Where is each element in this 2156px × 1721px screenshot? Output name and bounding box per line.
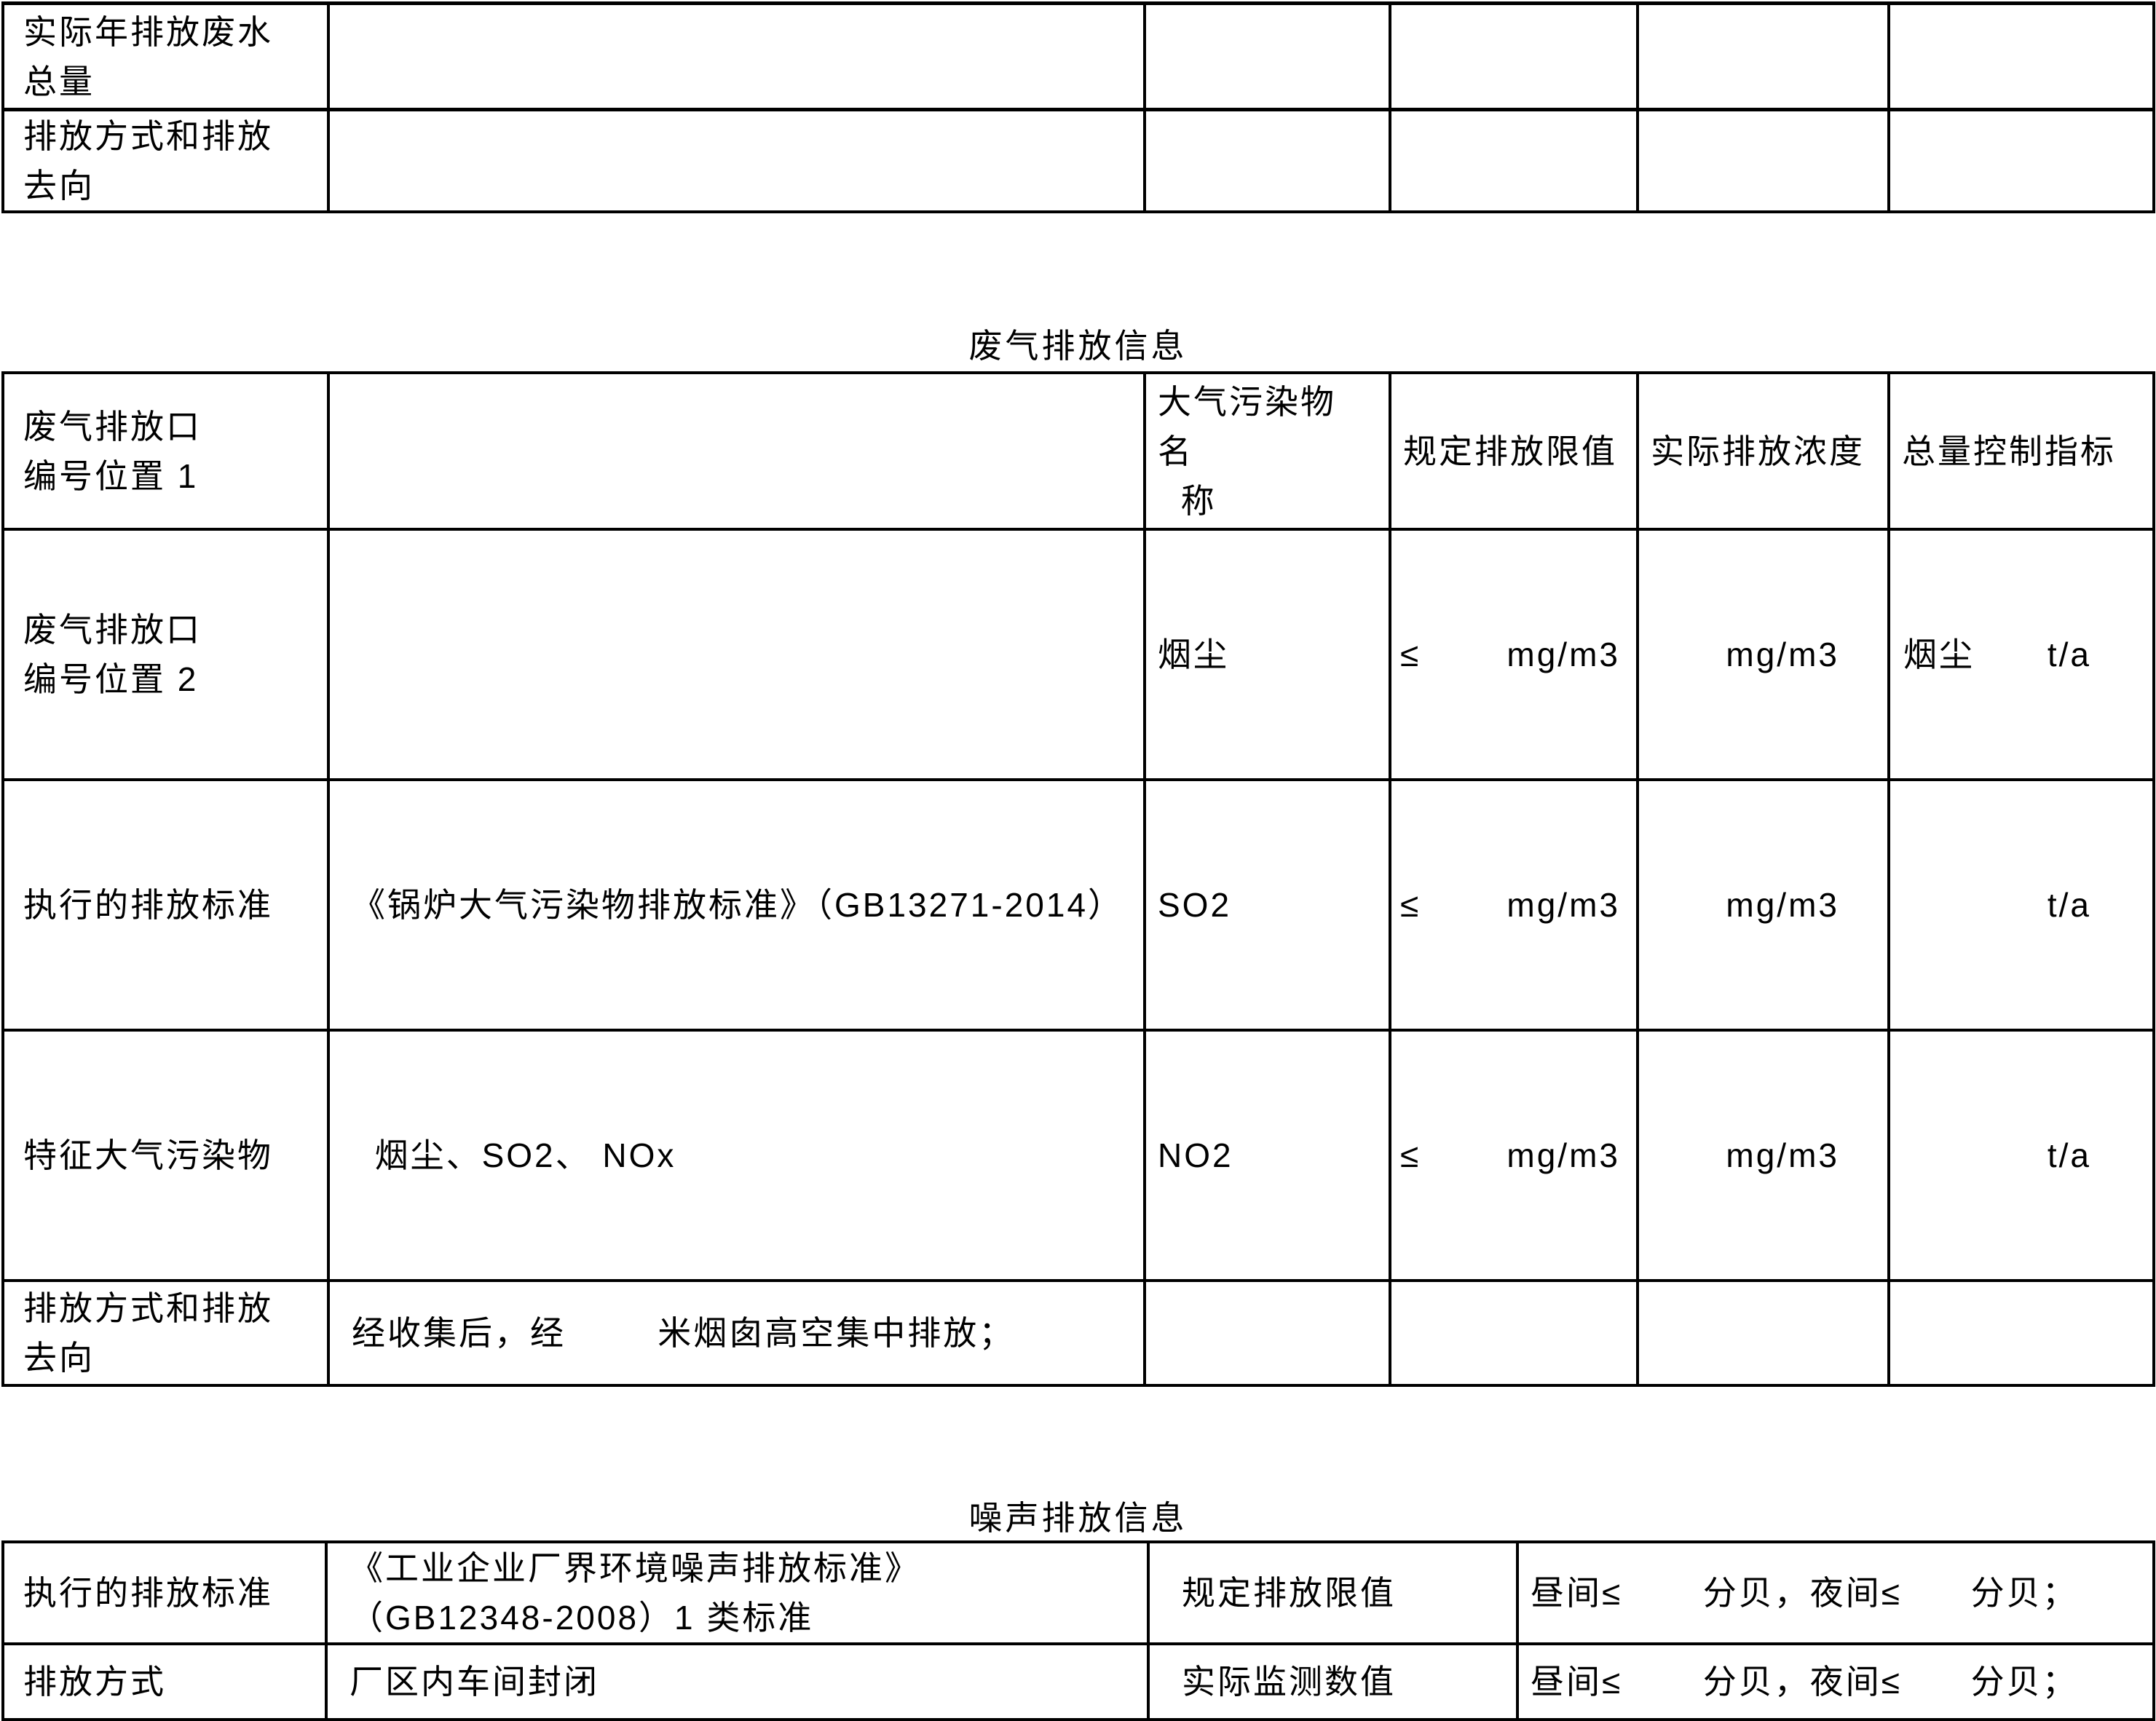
gas-section-title: 废气排放信息 xyxy=(968,327,1188,365)
actual-unit: mg/m3 xyxy=(1636,778,1890,1032)
standard-value: 《锅炉大气污染物排放标准》（GB13271-2014） xyxy=(327,778,1146,1032)
less-equal-sign: ≤ xyxy=(1400,1136,1421,1174)
noise-emission-table: 执行的排放标准 《工业企业厂界环境噪声排放标准》 （GB12348-2008）1… xyxy=(1,1540,2155,1721)
less-equal-sign: ≤ xyxy=(1400,886,1421,924)
row-label-annual-wastewater: 实际年排放废水 总量 xyxy=(1,1,330,111)
empty-cell xyxy=(1389,1,1639,111)
column-header-actual: 实际排放浓度 xyxy=(1636,371,1890,531)
noise-section-title: 噪声排放信息 xyxy=(968,1499,1188,1537)
total-control-cell: t/a xyxy=(1887,1029,2155,1282)
total-unit: t/a xyxy=(2047,636,2091,673)
total-unit: t/a xyxy=(2047,1136,2091,1174)
total-pollutant-name: 烟尘 xyxy=(1903,636,1975,673)
row-label-standard: 执行的排放标准 xyxy=(1,778,330,1032)
gas-emission-table: 废气排放口 编号位置 1 大气污染物 名 称 规定排放限值 实际排放浓度 总量控… xyxy=(1,371,2155,1387)
row-label-outlet-2: 废气排放口 编号位置 2 xyxy=(1,528,330,781)
limit-value-cell: ≤ mg/m3 xyxy=(1389,778,1639,1032)
feature-pollutants-value: 烟尘、SO2、 NOx xyxy=(327,1029,1146,1282)
total-control-cell: 烟尘 t/a xyxy=(1887,528,2155,781)
column-header-pollutant-name: 大气污染物 名 称 xyxy=(1143,371,1391,531)
table-row: 废气排放口 编号位置 1 大气污染物 名 称 规定排放限值 实际排放浓度 总量控… xyxy=(1,371,2155,531)
total-unit: t/a xyxy=(2047,886,2091,924)
less-equal-sign: ≤ xyxy=(1400,636,1421,673)
empty-cell xyxy=(1887,1,2155,111)
noise-mode-value: 厂区内车间封闭 xyxy=(325,1642,1150,1721)
empty-cell xyxy=(327,528,1146,781)
empty-cell xyxy=(327,108,1146,213)
row-label-discharge-method: 排放方式和排放 去向 xyxy=(1,108,330,213)
table-row: 废气排放口 编号位置 2 烟尘 ≤ mg/m3 mg/m3 烟尘 t/a xyxy=(1,528,2155,781)
empty-cell xyxy=(1143,1279,1391,1387)
column-header-total-control: 总量控制指标 xyxy=(1887,371,2155,531)
empty-cell xyxy=(1887,1279,2155,1387)
noise-standard-value: 《工业企业厂界环境噪声排放标准》 （GB12348-2008）1 类标准 xyxy=(325,1540,1150,1645)
limit-value-cell: ≤ mg/m3 xyxy=(1389,1029,1639,1282)
empty-cell xyxy=(1389,108,1639,213)
noise-monitored-value: 昼间≤ 分贝，夜间≤ 分贝； xyxy=(1516,1642,2155,1721)
total-control-cell: t/a xyxy=(1887,778,2155,1032)
row-label-discharge-mode: 排放方式 xyxy=(1,1642,328,1721)
empty-cell xyxy=(1636,1279,1890,1387)
limit-value-cell: ≤ mg/m3 xyxy=(1389,528,1639,781)
table-row: 特征大气污染物 烟尘、SO2、 NOx NO2 ≤ mg/m3 mg/m3 t/… xyxy=(1,1029,2155,1282)
pollutant-name: SO2 xyxy=(1143,778,1391,1032)
empty-cell xyxy=(327,371,1146,531)
empty-cell xyxy=(1636,108,1890,213)
discharge-method-value: 经收集后，经 米烟囱高空集中排放； xyxy=(327,1279,1146,1387)
wastewater-table: 实际年排放废水 总量 排放方式和排放 去向 xyxy=(1,1,2155,213)
row-label-outlet-1: 废气排放口 编号位置 1 xyxy=(1,371,330,531)
empty-cell xyxy=(1389,1279,1639,1387)
limit-unit: mg/m3 xyxy=(1507,1136,1620,1174)
row-label-monitored: 实际监测数值 xyxy=(1147,1642,1519,1721)
table-row: 实际年排放废水 总量 xyxy=(1,1,2155,111)
row-label-discharge-method: 排放方式和排放 去向 xyxy=(1,1279,330,1387)
empty-cell xyxy=(1636,1,1890,111)
row-label-standard: 执行的排放标准 xyxy=(1,1540,328,1645)
limit-unit: mg/m3 xyxy=(1507,886,1620,924)
table-row: 排放方式和排放 去向 xyxy=(1,108,2155,213)
empty-cell xyxy=(1143,1,1391,111)
empty-cell xyxy=(327,1,1146,111)
actual-unit: mg/m3 xyxy=(1636,1029,1890,1282)
row-label-feature-pollutants: 特征大气污染物 xyxy=(1,1029,330,1282)
table-row: 排放方式和排放 去向 经收集后，经 米烟囱高空集中排放； xyxy=(1,1279,2155,1387)
table-row: 执行的排放标准 《锅炉大气污染物排放标准》（GB13271-2014） SO2 … xyxy=(1,778,2155,1032)
row-label-limit: 规定排放限值 xyxy=(1147,1540,1519,1645)
pollutant-name: NO2 xyxy=(1143,1029,1391,1282)
table-row: 执行的排放标准 《工业企业厂界环境噪声排放标准》 （GB12348-2008）1… xyxy=(1,1540,2155,1645)
empty-cell xyxy=(1887,108,2155,213)
column-header-limit: 规定排放限值 xyxy=(1389,371,1639,531)
actual-unit: mg/m3 xyxy=(1636,528,1890,781)
noise-limit-value: 昼间≤ 分贝，夜间≤ 分贝； xyxy=(1516,1540,2155,1645)
table-row: 排放方式 厂区内车间封闭 实际监测数值 昼间≤ 分贝，夜间≤ 分贝； xyxy=(1,1642,2155,1721)
empty-cell xyxy=(1143,108,1391,213)
limit-unit: mg/m3 xyxy=(1507,636,1620,673)
pollutant-name: 烟尘 xyxy=(1143,528,1391,781)
